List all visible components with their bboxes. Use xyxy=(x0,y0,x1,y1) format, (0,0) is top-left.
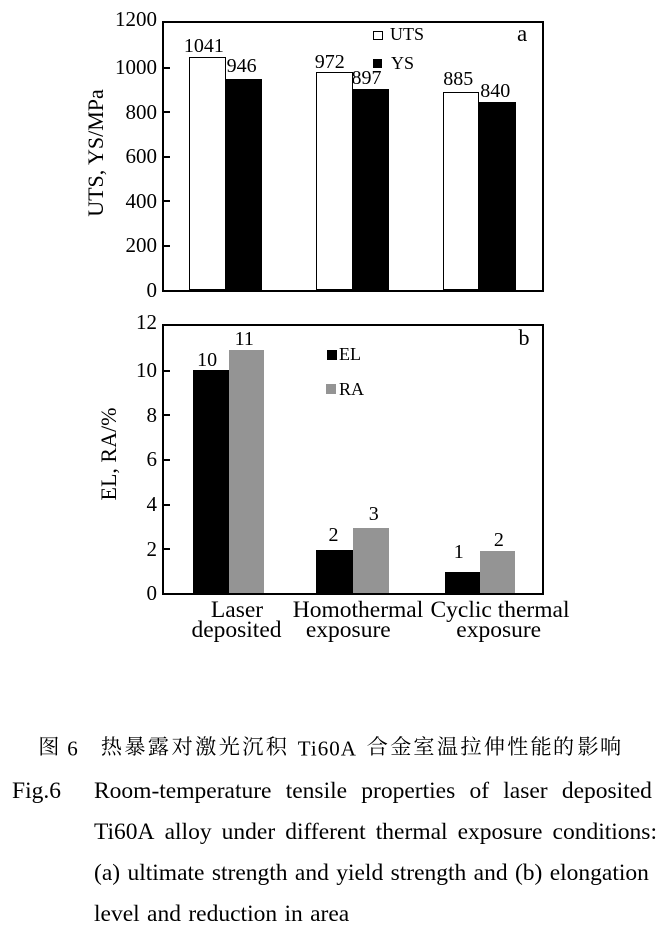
svg-text:Ti60A: Ti60A xyxy=(298,737,357,761)
svg-text:6: 6 xyxy=(67,737,78,761)
